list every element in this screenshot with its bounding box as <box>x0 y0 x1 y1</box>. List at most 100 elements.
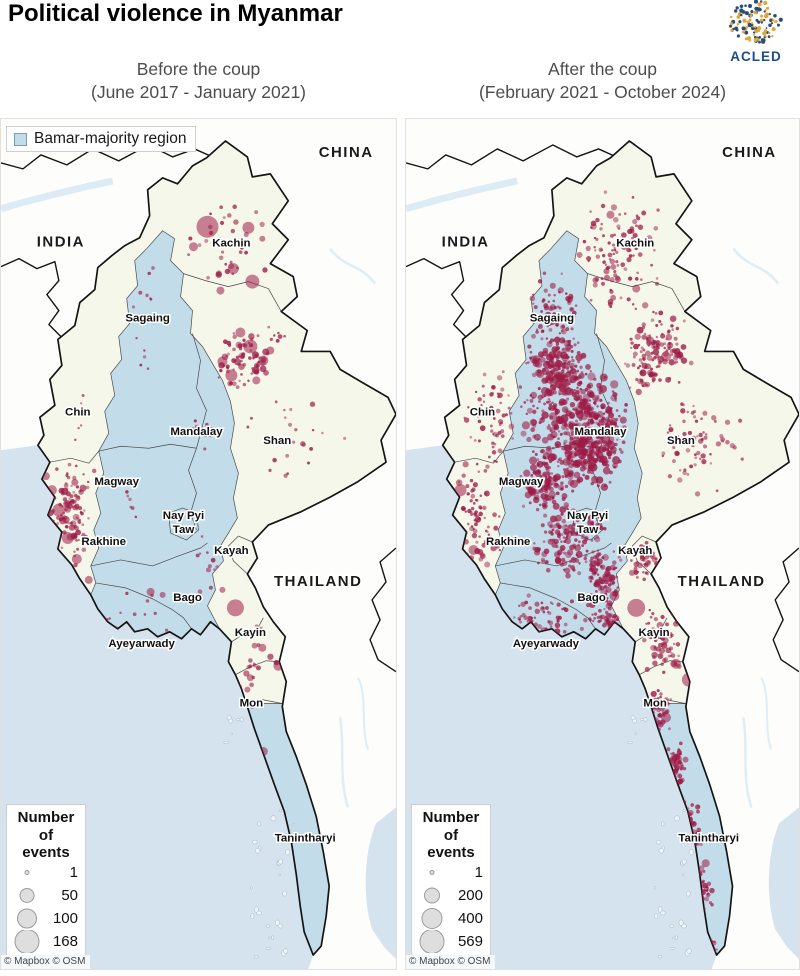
event-dots <box>41 204 347 757</box>
region-label-mandalay: Mandalay <box>170 426 223 438</box>
foreign-border-1 <box>1 257 64 339</box>
map-attribution: © Mapbox © OSM <box>406 955 496 969</box>
size-legend-entry-1: 1 <box>14 861 78 884</box>
region-label-shan: Shan <box>263 435 291 447</box>
subtitle-before-line2: (June 2017 - January 2021) <box>91 81 306 102</box>
bamar-region-swatch <box>14 132 27 146</box>
state-border-8 <box>228 535 253 575</box>
size-legend-value: 400 <box>457 910 483 927</box>
foreign-border-2 <box>772 547 799 673</box>
river-0 <box>1 177 114 213</box>
size-legend-rows: 1 50 100 168 <box>14 861 78 953</box>
size-legend-circle <box>421 908 443 929</box>
state-border-0 <box>183 273 282 312</box>
basemap-after: CHINA INDIA THAILAND Kachin Sagaing Chin Manda… <box>406 119 799 969</box>
size-legend-entry-200: 200 <box>419 884 483 907</box>
river-3 <box>357 677 370 750</box>
size-legend-entry-100: 100 <box>14 907 78 930</box>
acled-logo: ACLED <box>720 0 792 64</box>
region-label-sagaing: Sagaing <box>530 312 574 324</box>
state-border-7 <box>168 507 199 541</box>
size-legend-circle <box>424 887 440 904</box>
size-legend-value: 1 <box>474 864 483 881</box>
size-legend-value: 1 <box>69 864 78 881</box>
subtitle-before-line1: Before the coup <box>136 59 261 79</box>
size-legend-rows: 1 200 400 569 <box>419 861 483 953</box>
region-label-chin: Chin <box>65 406 90 418</box>
islands <box>627 715 699 959</box>
size-legend-after: Number of events 1 200 400 569 <box>411 804 491 956</box>
region-label-mon: Mon <box>643 698 666 710</box>
foreign-border-1 <box>406 257 469 339</box>
size-legend-before: Number of events 1 50 100 168 <box>6 804 86 956</box>
region-label-kachin: Kachin <box>616 238 654 250</box>
map-attribution: © Mapbox © OSM <box>1 955 91 969</box>
region-label-ayeyarwady: Ayeyarwady <box>108 638 175 650</box>
region-label-sagaing: Sagaing <box>125 313 170 325</box>
region-label-rakhine: Rakhine <box>486 536 530 548</box>
region-label-kayah: Kayah <box>214 545 248 557</box>
country-label-china: CHINA <box>319 144 374 161</box>
river-1 <box>732 247 780 285</box>
region-label-ayeyarwady: Ayeyarwady <box>513 638 580 650</box>
subtitle-after-coup: After the coup (February 2021 - October … <box>405 58 800 104</box>
size-legend-entry-50: 50 <box>14 884 78 907</box>
region-label-kayah: Kayah <box>618 545 652 557</box>
region-label-rakhine: Rakhine <box>81 536 126 548</box>
sea-gulf <box>365 807 396 960</box>
foreign-border-0 <box>1 140 226 170</box>
map-after-coup: CHINA INDIA THAILAND Kachin Sagaing Chin Manda… <box>405 118 800 970</box>
foreign-border-0 <box>406 140 630 170</box>
region-label-shan: Shan <box>667 435 695 447</box>
size-legend-circle <box>24 870 30 875</box>
subtitle-after-line1: After the coup <box>548 59 657 79</box>
region-label-nay-pyi: Nay Pyi <box>163 510 204 522</box>
state-border-9 <box>231 617 264 643</box>
river-2 <box>338 717 350 808</box>
bamar-region-label: Bamar-majority region <box>34 130 187 147</box>
foreign-border-2 <box>369 547 396 673</box>
acled-globe-icon <box>729 0 783 44</box>
size-legend-value: 168 <box>52 933 78 950</box>
country-label-thailand: THAILAND <box>678 573 766 590</box>
state-border-1 <box>192 333 207 449</box>
size-legend-value: 50 <box>61 887 78 904</box>
map-labels: CHINA INDIA THAILAND Kachin Sagaing Chin Manda… <box>440 142 777 846</box>
map-before-coup: CHINA INDIA THAILAND Kachin Sagaing Chin Manda… <box>0 118 397 970</box>
region-label-nay-pyi: Nay Pyi <box>567 510 608 522</box>
sea-gulf <box>768 807 799 960</box>
country-label-thailand: THAILAND <box>274 573 362 590</box>
acled-wordmark: ACLED <box>730 49 782 64</box>
region-label-taw: Taw <box>577 524 598 536</box>
country-label-india: INDIA <box>442 234 490 251</box>
region-label-tanintharyi: Tanintharyi <box>678 832 739 844</box>
region-label-magway: Magway <box>499 476 544 488</box>
state-border-6 <box>95 582 192 630</box>
size-legend-entry-168: 168 <box>14 930 78 953</box>
state-border-10 <box>235 660 280 676</box>
country-label-india: INDIA <box>37 234 85 251</box>
myanmar-border <box>37 140 396 956</box>
country-label-china: CHINA <box>722 144 777 161</box>
page-title: Political violence in Myanmar <box>8 0 343 27</box>
region-label-kachin: Kachin <box>212 238 250 250</box>
state-border-3 <box>188 448 197 531</box>
river-0 <box>406 177 518 213</box>
river-1 <box>329 247 377 285</box>
bamar-region-legend: Bamar-majority region <box>6 126 197 152</box>
region-label-mandalay: Mandalay <box>575 426 628 438</box>
river-2 <box>742 717 753 808</box>
state-border-11 <box>246 699 283 704</box>
region-label-tanintharyi: Tanintharyi <box>275 832 336 844</box>
region-label-mon: Mon <box>240 698 264 710</box>
size-legend-circle <box>19 888 35 903</box>
state-border-5 <box>90 542 208 567</box>
subtitle-after-line2: (February 2021 - October 2024) <box>478 81 727 102</box>
size-legend-circle <box>429 870 435 875</box>
state-border-2 <box>98 443 197 452</box>
islands <box>223 715 296 959</box>
region-label-bago: Bago <box>577 592 606 604</box>
region-label-bago: Bago <box>173 592 202 604</box>
size-legend-circle <box>419 930 445 953</box>
